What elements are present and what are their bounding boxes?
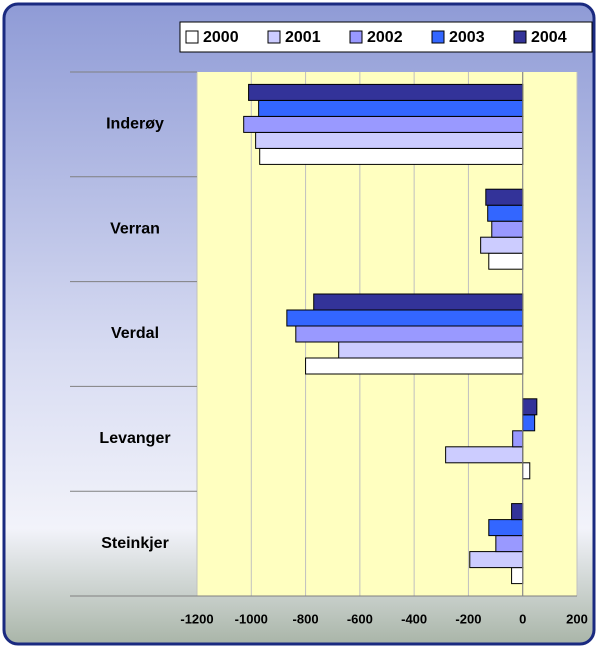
bar bbox=[286, 309, 524, 327]
legend-swatch bbox=[513, 30, 527, 44]
bar bbox=[445, 446, 524, 464]
legend-swatch bbox=[431, 30, 445, 44]
bar bbox=[511, 503, 524, 521]
y-tick-label: Inderøy bbox=[106, 116, 164, 133]
bar bbox=[485, 188, 524, 206]
bar bbox=[258, 99, 524, 117]
bar bbox=[511, 567, 524, 585]
y-tick-label: Verdal bbox=[111, 325, 159, 342]
y-tick-label: Verran bbox=[110, 220, 160, 237]
bar bbox=[469, 551, 524, 569]
legend-label: 2000 bbox=[203, 29, 239, 46]
y-tick-label: Steinkjer bbox=[101, 535, 169, 552]
bar bbox=[295, 325, 524, 343]
legend-label: 2004 bbox=[531, 29, 567, 46]
bar bbox=[488, 252, 524, 270]
bar bbox=[480, 236, 524, 254]
x-tick-label: -1200 bbox=[180, 611, 213, 626]
bar bbox=[248, 83, 524, 101]
x-tick-label: -800 bbox=[293, 611, 319, 626]
legend-swatch bbox=[185, 30, 199, 44]
bar bbox=[488, 519, 524, 537]
bar bbox=[243, 115, 524, 133]
legend-label: 2003 bbox=[449, 29, 485, 46]
x-tick-label: 200 bbox=[566, 611, 588, 626]
bar bbox=[259, 147, 524, 165]
y-tick-label: Levanger bbox=[99, 430, 170, 447]
bar bbox=[522, 462, 531, 480]
x-tick-label: -200 bbox=[455, 611, 481, 626]
x-tick-label: -600 bbox=[347, 611, 373, 626]
bar bbox=[522, 398, 538, 416]
legend-swatch bbox=[267, 30, 281, 44]
bar bbox=[487, 204, 524, 222]
x-tick-label: -1000 bbox=[235, 611, 268, 626]
bar bbox=[338, 341, 524, 359]
bar bbox=[255, 131, 524, 149]
x-tick-label: 0 bbox=[519, 611, 526, 626]
bar bbox=[495, 535, 524, 553]
x-tick-label: -400 bbox=[401, 611, 427, 626]
bar bbox=[491, 220, 524, 238]
bar bbox=[313, 293, 524, 311]
bar bbox=[305, 357, 524, 375]
bar bbox=[522, 414, 536, 432]
legend-label: 2001 bbox=[285, 29, 321, 46]
legend-swatch bbox=[349, 30, 363, 44]
bar bbox=[512, 430, 524, 448]
legend-label: 2002 bbox=[367, 29, 403, 46]
